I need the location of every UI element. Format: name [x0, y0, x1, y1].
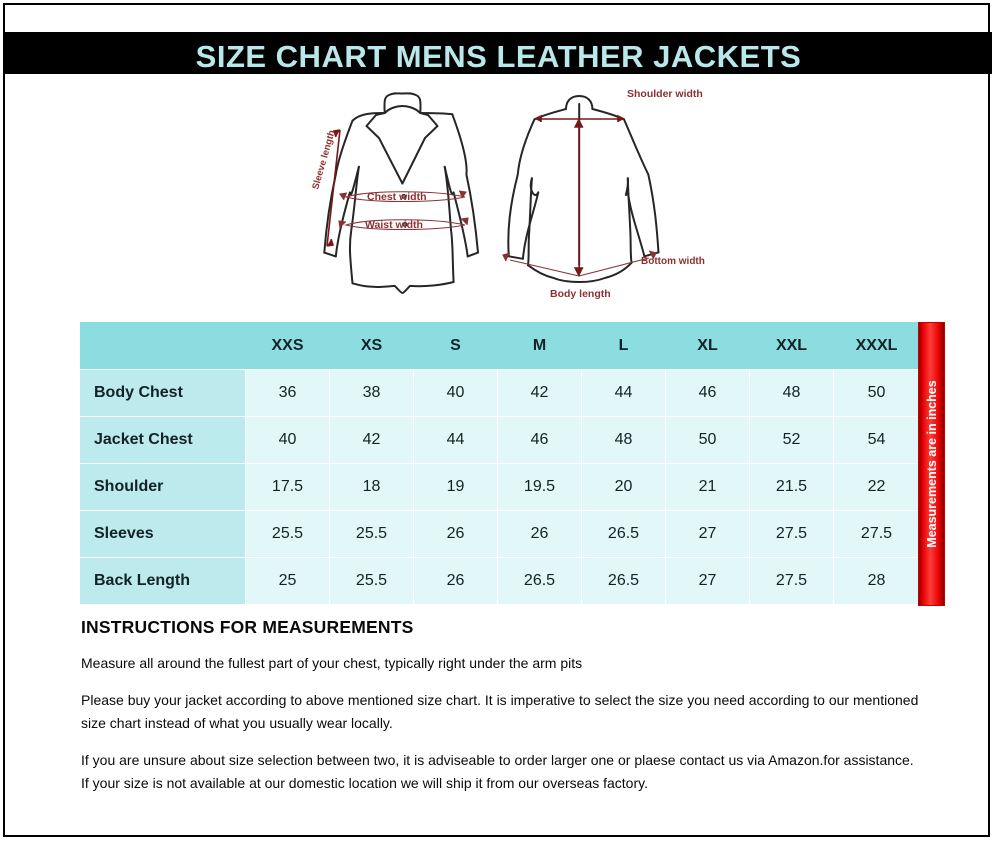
svg-text:Bottom width: Bottom width [641, 256, 705, 267]
svg-text:Shoulder width: Shoulder width [627, 88, 703, 100]
svg-text:Waist width: Waist width [365, 219, 423, 231]
svg-text:Body length: Body length [550, 288, 611, 300]
svg-text:Chest width: Chest width [367, 191, 427, 203]
